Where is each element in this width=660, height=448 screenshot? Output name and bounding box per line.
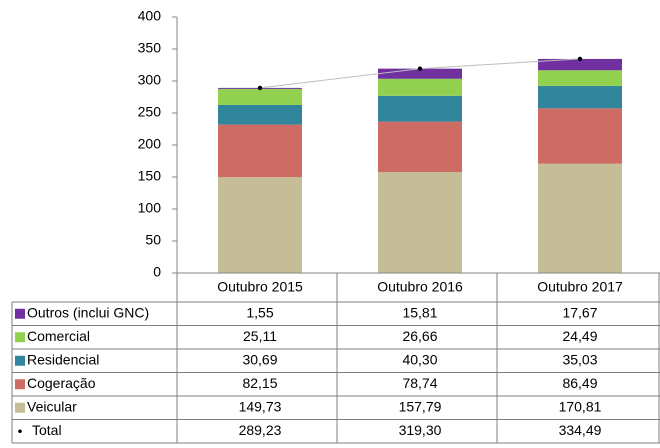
- data-label: 24,49: [562, 328, 597, 344]
- legend-label: Residencial: [27, 351, 99, 367]
- legend-label: Comercial: [27, 328, 90, 344]
- y-tick-label: 0: [153, 264, 161, 280]
- bar-segment: [538, 108, 622, 164]
- data-label: 1,55: [246, 304, 273, 320]
- bar-segment: [538, 70, 622, 86]
- data-label: 15,81: [402, 304, 437, 320]
- data-label: 40,30: [402, 351, 437, 367]
- bar-segment: [378, 172, 462, 273]
- data-label: 170,81: [559, 398, 602, 414]
- data-label: 25,11: [243, 328, 277, 344]
- bar-segment: [378, 121, 462, 173]
- data-label: 17,67: [562, 304, 597, 320]
- legend-swatch: [15, 308, 25, 319]
- legend-label: Total: [32, 422, 62, 438]
- bar-segment: [218, 104, 302, 125]
- legend-label: Cogeração: [27, 375, 96, 391]
- total-point: [257, 85, 263, 91]
- total-point: [577, 56, 583, 62]
- y-tick-label: 400: [138, 8, 162, 24]
- legend-swatch: [15, 379, 25, 390]
- data-label: 78,74: [402, 375, 437, 391]
- data-label: 86,49: [562, 375, 597, 391]
- y-tick-label: 350: [138, 40, 162, 56]
- bar-segment: [378, 68, 462, 79]
- data-label: 319,30: [399, 422, 442, 438]
- bar-segment: [378, 78, 462, 96]
- y-tick-label: 250: [138, 104, 162, 120]
- total-point: [417, 66, 423, 71]
- x-tick-label: Outubro 2015: [217, 279, 303, 295]
- bar-segment: [378, 95, 462, 122]
- x-tick-label: Outubro 2016: [377, 279, 463, 295]
- legend-marker: [18, 429, 22, 434]
- data-label: 30,69: [242, 351, 277, 367]
- legend-swatch: [15, 332, 25, 343]
- data-label: 26,66: [402, 328, 437, 344]
- legend-label: Veicular: [27, 398, 77, 414]
- bar-segment: [218, 88, 302, 105]
- bar-segment: [538, 163, 622, 273]
- data-label: 157,79: [399, 398, 442, 414]
- data-label: 334,49: [559, 422, 602, 438]
- legend-swatch: [15, 402, 25, 413]
- bar-segment: [218, 177, 302, 273]
- bar-segment: [538, 85, 622, 109]
- y-tick-label: 50: [145, 232, 161, 248]
- legend-label: Outros (inclui GNC): [27, 304, 149, 320]
- x-tick-label: Outubro 2017: [537, 279, 623, 295]
- data-label: 289,23: [239, 422, 282, 438]
- data-label: 149,73: [239, 398, 282, 414]
- y-tick-label: 300: [138, 72, 162, 88]
- bar-segment: [538, 58, 622, 71]
- y-tick-label: 150: [138, 168, 162, 184]
- data-label: 82,15: [242, 375, 277, 391]
- legend-swatch: [15, 355, 25, 366]
- y-tick-label: 100: [138, 200, 162, 216]
- y-tick-label: 200: [138, 136, 162, 152]
- bar-segment: [218, 124, 302, 178]
- data-label: 35,03: [562, 351, 597, 367]
